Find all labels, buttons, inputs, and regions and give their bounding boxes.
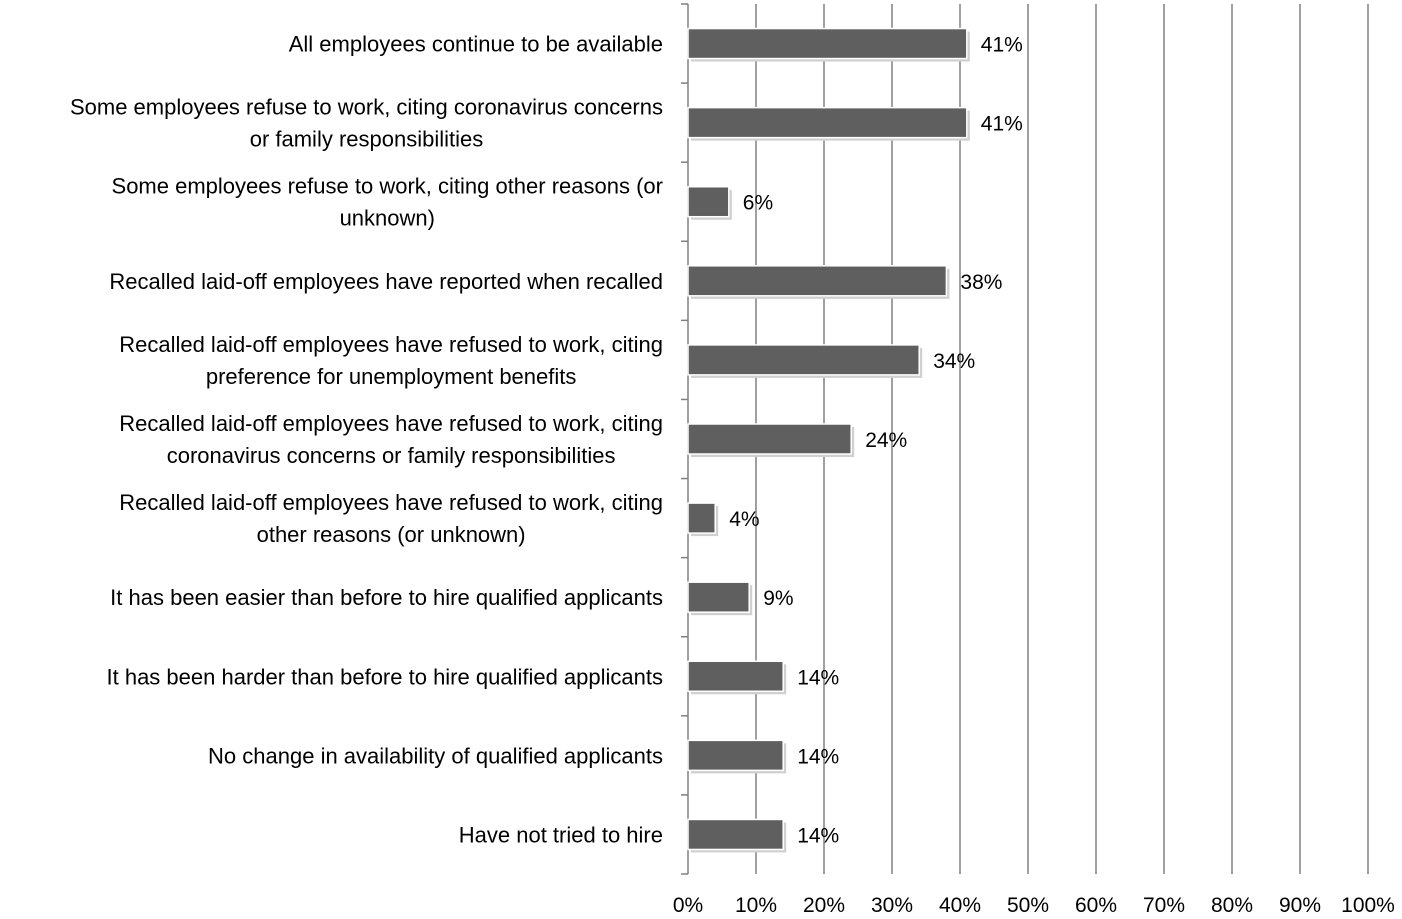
x-tick-label: 0% (673, 894, 703, 917)
bar (687, 423, 852, 455)
bar (687, 660, 784, 693)
category-label: It has been harder than before to hire q… (107, 664, 664, 689)
category-label: coronavirus concerns or family responsib… (167, 443, 616, 468)
x-tick-label: 70% (1143, 894, 1185, 917)
x-tick-label: 80% (1211, 894, 1253, 917)
x-tick-label: 60% (1075, 894, 1117, 917)
bar (687, 265, 948, 297)
bar (687, 739, 784, 772)
bar (687, 106, 968, 139)
bar (687, 344, 920, 376)
data-label: 38% (960, 271, 1002, 294)
data-label: 34% (933, 350, 975, 373)
category-label: unknown) (340, 206, 435, 231)
category-label: other reasons (or unknown) (257, 522, 526, 547)
x-tick-label: 40% (939, 894, 981, 917)
x-tick-label: 20% (803, 894, 845, 917)
x-tick-label: 10% (735, 894, 777, 917)
bar (687, 818, 784, 851)
x-tick-label: 30% (871, 894, 913, 917)
data-label: 9% (763, 587, 793, 610)
x-tick-label: 90% (1279, 894, 1321, 917)
data-label: 6% (743, 192, 773, 215)
category-label: preference for unemployment benefits (206, 364, 577, 389)
data-label: 4% (729, 508, 759, 531)
category-label: It has been easier than before to hire q… (110, 585, 663, 610)
bar (687, 27, 968, 60)
data-label: 14% (797, 824, 839, 847)
bar (687, 581, 750, 613)
x-tick-label: 50% (1007, 894, 1049, 917)
bar (687, 502, 716, 534)
category-label: All employees continue to be available (289, 32, 663, 57)
category-label: Some employees refuse to work, citing ot… (112, 174, 663, 199)
data-label: 14% (797, 666, 839, 689)
category-label: No change in availability of qualified a… (208, 743, 663, 768)
category-label: Recalled laid-off employees have refused… (119, 411, 663, 436)
x-tick-label: 100% (1341, 894, 1395, 917)
data-label: 41% (981, 34, 1023, 57)
data-label: 24% (865, 429, 907, 452)
category-label: Have not tried to hire (459, 822, 663, 847)
bar (687, 185, 730, 218)
data-label: 41% (981, 113, 1023, 136)
category-label: Recalled laid-off employees have refused… (119, 490, 663, 515)
category-label: Recalled laid-off employees have refused… (119, 332, 663, 357)
category-label: Recalled laid-off employees have reporte… (109, 269, 663, 294)
data-label: 14% (797, 745, 839, 768)
category-label: or family responsibilities (250, 127, 484, 152)
category-label: Some employees refuse to work, citing co… (70, 95, 663, 120)
